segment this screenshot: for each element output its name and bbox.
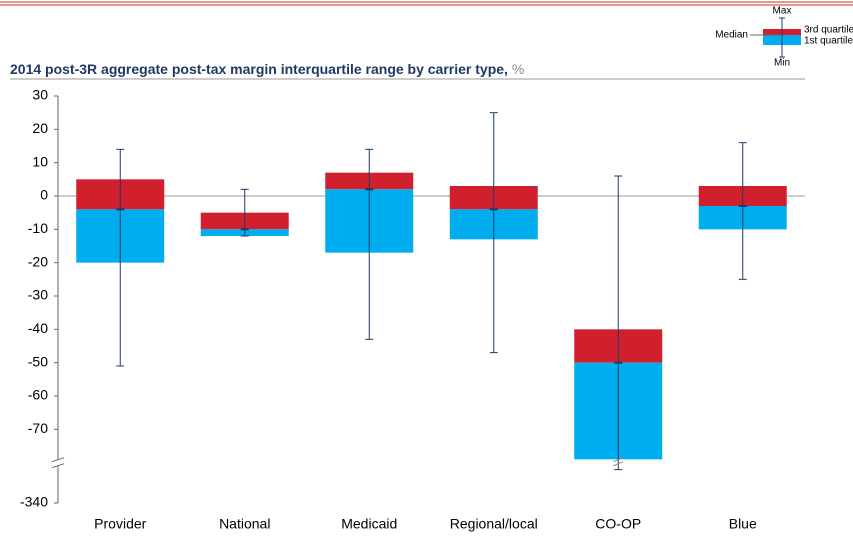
y-tick-label: -70 (28, 420, 48, 436)
legend-q1: 1st quartile (804, 36, 853, 47)
legend-median: Median (715, 30, 748, 41)
chart-title: 2014 post-3R aggregate post-tax margin i… (10, 61, 524, 77)
legend-q3: 3rd quartile (804, 25, 853, 36)
axis-break (51, 463, 65, 469)
y-tick-label: 30 (32, 87, 48, 103)
whisker-break (613, 457, 624, 463)
x-tick-label: Regional/local (450, 516, 538, 532)
legend: Max Min Median 3rd quartile 1st quartile (715, 6, 853, 69)
x-tick-label: Medicaid (341, 516, 397, 532)
y-tick-label: 20 (32, 120, 48, 136)
y-tick-label: -60 (28, 387, 48, 403)
whisker-break (613, 461, 624, 467)
y-tick-label: -30 (28, 287, 48, 303)
title-unit: % (512, 61, 524, 77)
legend-min: Min (774, 58, 790, 69)
y-tick-label: -40 (28, 320, 48, 336)
x-tick-label: CO-OP (595, 516, 641, 532)
y-tick-label: -10 (28, 220, 48, 236)
x-tick-label: Provider (94, 516, 146, 532)
x-tick-label: Blue (729, 516, 757, 532)
y-tick-label: -20 (28, 253, 48, 269)
y-tick-label: -340 (20, 494, 48, 510)
y-tick-label: 10 (32, 153, 48, 169)
legend-max: Max (773, 6, 792, 17)
x-tick-label: National (219, 516, 270, 532)
title-text: 2014 post-3R aggregate post-tax margin i… (10, 61, 508, 77)
y-tick-label: -50 (28, 353, 48, 369)
y-tick-label: 0 (40, 187, 48, 203)
axis-break (51, 457, 65, 463)
